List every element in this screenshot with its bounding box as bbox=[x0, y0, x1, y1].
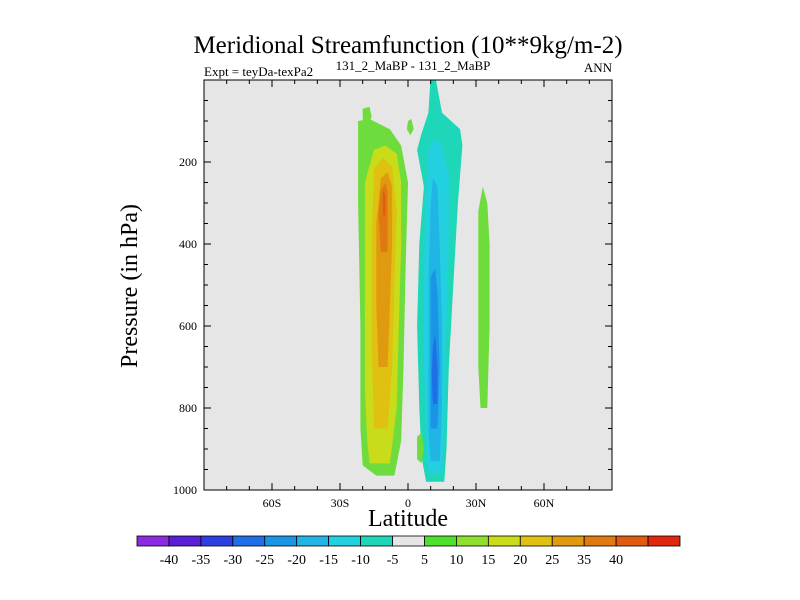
y-tick-label: 800 bbox=[179, 401, 197, 415]
y-tick-label: 600 bbox=[179, 319, 197, 333]
x-tick-label: 30S bbox=[331, 496, 350, 510]
colorbar-level-label: 35 bbox=[577, 553, 591, 568]
contour-region-negative-cell-25 bbox=[431, 334, 438, 404]
contour-region-positive-cell-core bbox=[383, 190, 386, 216]
colorbar-swatch bbox=[360, 535, 393, 547]
colorbar-swatch bbox=[296, 535, 330, 547]
subtitle-left: Expt = teyDa-texPa2 bbox=[204, 64, 313, 79]
colorbar-swatch bbox=[487, 535, 521, 547]
contour-region-small-positive-blob-2 bbox=[406, 119, 414, 136]
x-axis-label: Latitude bbox=[368, 506, 448, 532]
colorbar-swatch bbox=[551, 535, 585, 547]
colorbar-swatch bbox=[647, 535, 681, 547]
y-tick-label: 400 bbox=[179, 237, 197, 251]
chart-title: Meridional Streamfunction (10**9kg/m-2) bbox=[193, 32, 622, 59]
colorbar-swatch bbox=[136, 535, 170, 547]
colorbar-level-label: -35 bbox=[192, 553, 211, 568]
colorbar-swatch bbox=[519, 535, 553, 547]
colorbar-level-label: 10 bbox=[449, 553, 463, 568]
x-tick-label: 60N bbox=[534, 496, 555, 510]
colorbar-level-label: -40 bbox=[160, 553, 179, 568]
colorbar-level-label: 40 bbox=[609, 553, 623, 568]
colorbar-swatch bbox=[583, 535, 617, 547]
colorbar-level-label: -10 bbox=[351, 553, 370, 568]
colorbar-level-label: -5 bbox=[387, 553, 399, 568]
colorbar-swatch bbox=[424, 535, 457, 547]
colorbar-level-label: -15 bbox=[319, 553, 338, 568]
colorbar-level-label: 20 bbox=[513, 553, 527, 568]
contour-region-small-positive-blob-3 bbox=[417, 432, 424, 464]
x-tick-label: 0 bbox=[405, 496, 411, 510]
colorbar-level-label: 25 bbox=[545, 553, 559, 568]
colorbar-level-label: -25 bbox=[255, 553, 274, 568]
y-tick-label: 1000 bbox=[173, 483, 197, 497]
plot-background bbox=[204, 80, 612, 490]
colorbar-swatch bbox=[168, 535, 202, 547]
colorbar-swatch bbox=[392, 535, 425, 547]
x-tick-label: 30N bbox=[466, 496, 487, 510]
axis-ticks: 200 400 600 800 1000 60S 30S 0 30N 60N bbox=[173, 79, 613, 510]
y-tick-label: 200 bbox=[179, 155, 197, 169]
colorbar-swatch bbox=[200, 535, 234, 547]
contour-region-positive-cell-35 bbox=[378, 182, 388, 253]
subtitle-center: 131_2_MaBP - 131_2_MaBP bbox=[336, 58, 491, 73]
colorbar-swatch bbox=[615, 535, 649, 547]
colorbar-swatch bbox=[456, 535, 489, 547]
plot-area bbox=[203, 79, 613, 491]
x-tick-label: 60S bbox=[263, 496, 282, 510]
colorbar-level-label: 5 bbox=[421, 553, 428, 568]
subtitle-right: ANN bbox=[584, 60, 613, 75]
colorbar-level-label: 15 bbox=[481, 553, 495, 568]
colorbar-level-label: -20 bbox=[287, 553, 306, 568]
colorbar-swatch bbox=[264, 535, 298, 547]
contour-region-nh-weak-positive bbox=[478, 186, 490, 408]
colorbar-swatch bbox=[328, 535, 361, 547]
colorbar: -40 -35 -30 -25 -20 -15 -10 -5 5 10 15 20 25 35 40 bbox=[136, 535, 681, 568]
colorbar-level-label: -30 bbox=[223, 553, 242, 568]
contour-region-small-positive-blob-1 bbox=[362, 106, 372, 126]
colorbar-swatch bbox=[232, 535, 266, 547]
y-axis-label: Pressure (in hPa) bbox=[117, 204, 143, 368]
